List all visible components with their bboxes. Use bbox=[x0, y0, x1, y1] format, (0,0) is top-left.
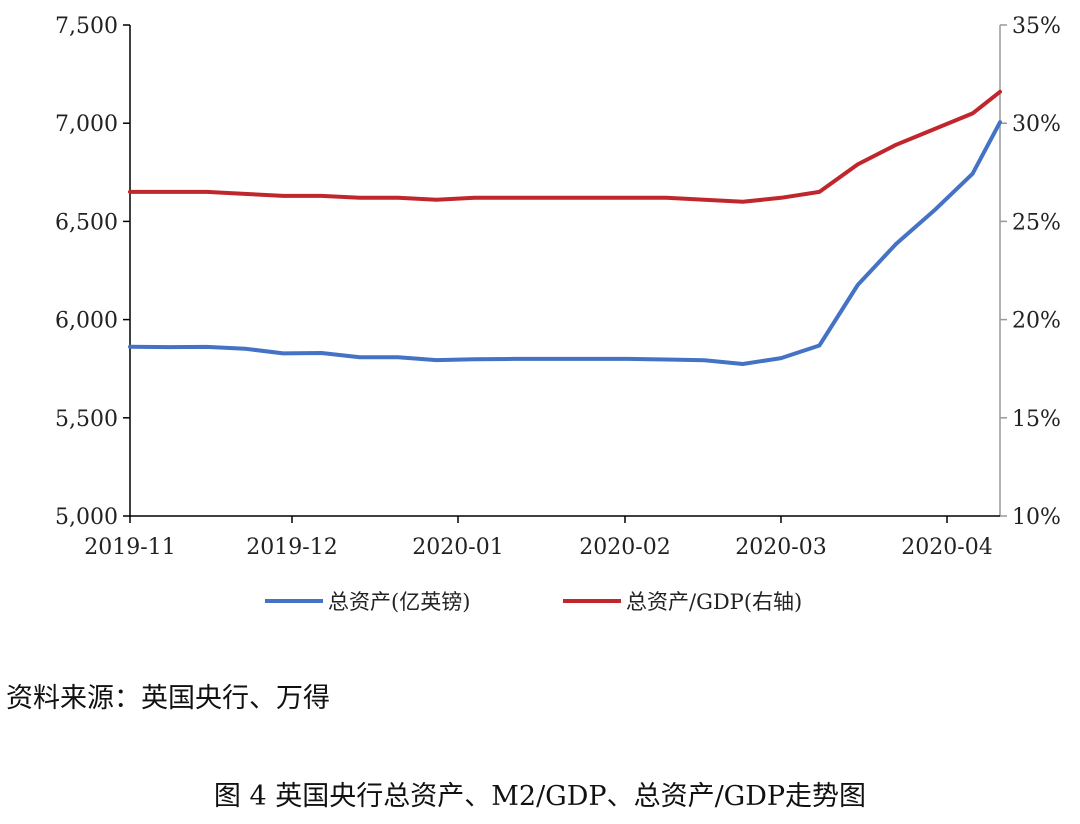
right-tick-label: 20% bbox=[1012, 309, 1061, 334]
left-tick-label: 5,000 bbox=[55, 505, 118, 530]
right-tick-label: 35% bbox=[1012, 14, 1061, 39]
x-tick-label: 2019-11 bbox=[84, 535, 175, 560]
line-chart: 5,000 5,500 6,000 6,500 7,000 7,500 10% 15% 20% 2… bbox=[55, 14, 1061, 614]
left-tick-label: 6,500 bbox=[55, 210, 118, 235]
series-line-total-assets bbox=[128, 120, 1002, 366]
right-tick-label: 25% bbox=[1012, 210, 1061, 235]
left-tick-label: 5,500 bbox=[55, 407, 118, 432]
x-tick-label: 2020-01 bbox=[412, 535, 503, 560]
left-tick-label: 7,500 bbox=[55, 14, 118, 39]
legend: 总资产(亿英镑) 总资产/GDP(右轴) bbox=[265, 590, 802, 614]
x-tick-label: 2020-04 bbox=[901, 535, 992, 560]
figure-caption: 图 4 英国央行总资产、M2/GDP、总资产/GDP走势图 bbox=[213, 781, 867, 812]
series-lines bbox=[128, 89, 1002, 366]
right-tick-label: 10% bbox=[1012, 505, 1061, 530]
left-tick-label: 7,000 bbox=[55, 112, 118, 137]
axes: 5,000 5,500 6,000 6,500 7,000 7,500 10% 15% 20% 2… bbox=[55, 14, 1061, 560]
right-tick-label: 30% bbox=[1012, 112, 1061, 137]
x-tick-label: 2019-12 bbox=[246, 535, 337, 560]
x-tick-label: 2020-02 bbox=[579, 535, 670, 560]
series-line-assets-to-gdp bbox=[128, 89, 1002, 204]
legend-label-total-assets: 总资产(亿英镑) bbox=[328, 590, 470, 614]
source-note: 资料来源：英国央行、万得 bbox=[6, 683, 330, 714]
legend-label-assets-to-gdp: 总资产/GDP(右轴) bbox=[626, 590, 802, 614]
x-tick-label: 2020-03 bbox=[735, 535, 826, 560]
left-tick-label: 6,000 bbox=[55, 309, 118, 334]
right-tick-label: 15% bbox=[1012, 407, 1061, 432]
